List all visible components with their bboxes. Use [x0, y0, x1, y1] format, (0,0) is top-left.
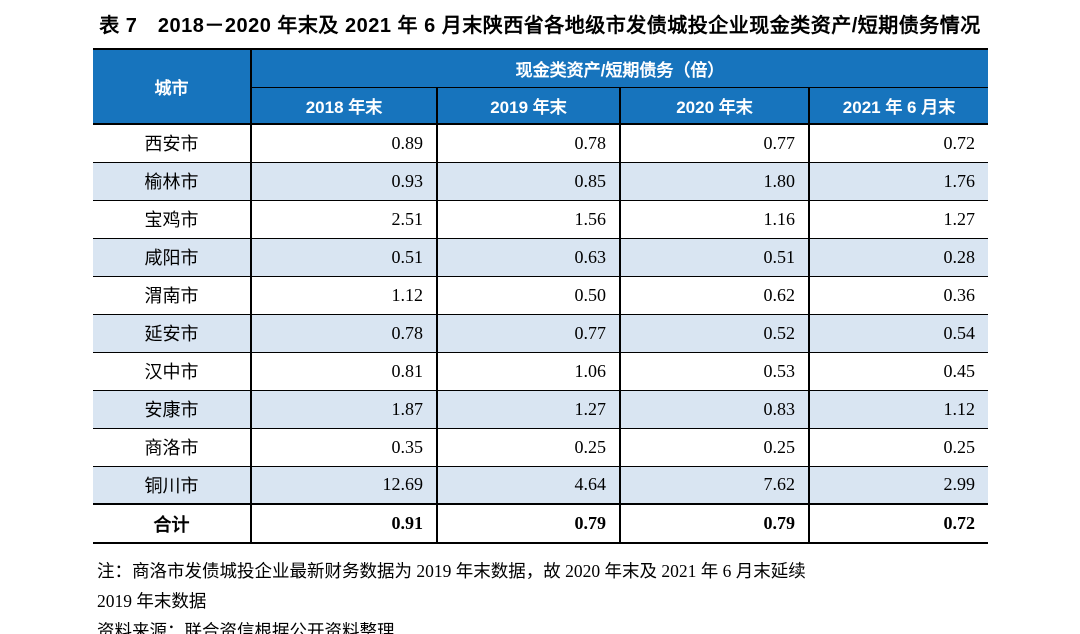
- table-row: 榆林市 0.93 0.85 1.80 1.76: [93, 161, 989, 201]
- table-row: 商洛市 0.35 0.25 0.25 0.25: [93, 427, 989, 467]
- source-line: 资料来源：联合资信根据公开资料整理: [97, 621, 395, 634]
- total-value-cell: 0.79: [619, 503, 810, 544]
- value-cell: 0.25: [436, 427, 621, 467]
- value-cell: 0.85: [436, 161, 621, 201]
- value-cell: 0.53: [619, 351, 810, 391]
- value-cell: 0.63: [436, 237, 621, 277]
- table-header: 城市 现金类资产/短期债务（倍） 2018 年末 2019 年末 2020 年末…: [93, 48, 989, 125]
- value-cell: 7.62: [619, 465, 810, 505]
- value-cell: 1.16: [619, 199, 810, 239]
- header-cell-2018: 2018 年末: [251, 86, 438, 125]
- table-row: 汉中市 0.81 1.06 0.53 0.45: [93, 351, 989, 391]
- value-cell: 0.78: [250, 313, 438, 353]
- value-cell: 0.81: [250, 351, 438, 391]
- value-cell: 1.56: [436, 199, 621, 239]
- table-caption: 表 7 2018－2020 年末及 2021 年 6 月末陕西省各地级市发债城投…: [99, 15, 981, 37]
- city-cell: 榆林市: [93, 161, 252, 201]
- city-cell: 西安市: [93, 123, 252, 163]
- value-cell: 12.69: [250, 465, 438, 505]
- table-row: 延安市 0.78 0.77 0.52 0.54: [93, 313, 989, 353]
- table-row: 咸阳市 0.51 0.63 0.51 0.28: [93, 237, 989, 277]
- total-value-cell: 0.79: [436, 503, 621, 544]
- value-cell: 0.51: [250, 237, 438, 277]
- value-cell: 1.76: [807, 161, 989, 201]
- value-cell: 0.77: [619, 123, 810, 163]
- city-cell: 铜川市: [93, 465, 252, 505]
- value-cell: 0.54: [807, 313, 989, 353]
- city-cell: 渭南市: [93, 275, 252, 315]
- value-cell: 1.12: [250, 275, 438, 315]
- table-row: 渭南市 1.12 0.50 0.62 0.36: [93, 275, 989, 315]
- value-cell: 1.27: [807, 199, 989, 239]
- value-cell: 4.64: [436, 465, 621, 505]
- city-cell: 商洛市: [93, 427, 252, 467]
- value-cell: 0.62: [619, 275, 810, 315]
- value-cell: 2.99: [807, 465, 989, 505]
- city-cell: 汉中市: [93, 351, 252, 391]
- value-cell: 0.28: [807, 237, 989, 277]
- value-cell: 0.51: [619, 237, 810, 277]
- total-label-cell: 合计: [93, 503, 252, 544]
- value-cell: 0.93: [250, 161, 438, 201]
- cash-to-debt-table: 城市 现金类资产/短期债务（倍） 2018 年末 2019 年末 2020 年末…: [93, 48, 989, 544]
- value-cell: 1.12: [807, 389, 989, 429]
- city-cell: 咸阳市: [93, 237, 252, 277]
- value-cell: 0.72: [807, 123, 989, 163]
- header-group-row: 城市 现金类资产/短期债务（倍）: [93, 48, 989, 125]
- value-cell: 1.80: [619, 161, 810, 201]
- note-line: 注：商洛市发债城投企业最新财务数据为 2019 年末数据，故 2020 年末及 …: [97, 561, 806, 581]
- table-row: 铜川市 12.69 4.64 7.62 2.99: [93, 465, 989, 505]
- value-cell: 1.27: [436, 389, 621, 429]
- value-cell: 0.52: [619, 313, 810, 353]
- header-cell-metric-group: 现金类资产/短期债务（倍）: [249, 48, 989, 88]
- header-cell-city: 城市: [93, 48, 252, 125]
- table-row: 西安市 0.89 0.78 0.77 0.72: [93, 123, 989, 163]
- table-container: 城市 现金类资产/短期债务（倍） 2018 年末 2019 年末 2020 年末…: [93, 48, 1080, 544]
- header-cell-2020: 2020 年末: [619, 86, 810, 125]
- table-body: 西安市 0.89 0.78 0.77 0.72 榆林市 0.93 0.85 1.…: [93, 123, 989, 544]
- value-cell: 0.77: [436, 313, 621, 353]
- value-cell: 0.83: [619, 389, 810, 429]
- city-cell: 宝鸡市: [93, 199, 252, 239]
- header-cell-2019: 2019 年末: [436, 86, 621, 125]
- table-row: 安康市 1.87 1.27 0.83 1.12: [93, 389, 989, 429]
- value-cell: 0.89: [250, 123, 438, 163]
- value-cell: 0.50: [436, 275, 621, 315]
- value-cell: 0.78: [436, 123, 621, 163]
- footnotes: 注：商洛市发债城投企业最新财务数据为 2019 年末数据，故 2020 年末及 …: [97, 556, 1080, 634]
- value-cell: 0.45: [807, 351, 989, 391]
- value-cell: 2.51: [250, 199, 438, 239]
- total-row: 合计 0.91 0.79 0.79 0.72: [93, 503, 989, 544]
- city-cell: 延安市: [93, 313, 252, 353]
- table-row: 宝鸡市 2.51 1.56 1.16 1.27: [93, 199, 989, 239]
- total-value-cell: 0.72: [807, 503, 989, 544]
- city-cell: 安康市: [93, 389, 252, 429]
- value-cell: 0.25: [807, 427, 989, 467]
- value-cell: 1.06: [436, 351, 621, 391]
- value-cell: 0.25: [619, 427, 810, 467]
- note-line: 2019 年末数据: [97, 591, 207, 611]
- value-cell: 1.87: [250, 389, 438, 429]
- value-cell: 0.36: [807, 275, 989, 315]
- total-value-cell: 0.91: [250, 503, 438, 544]
- header-cell-2021h1: 2021 年 6 月末: [807, 86, 989, 125]
- value-cell: 0.35: [250, 427, 438, 467]
